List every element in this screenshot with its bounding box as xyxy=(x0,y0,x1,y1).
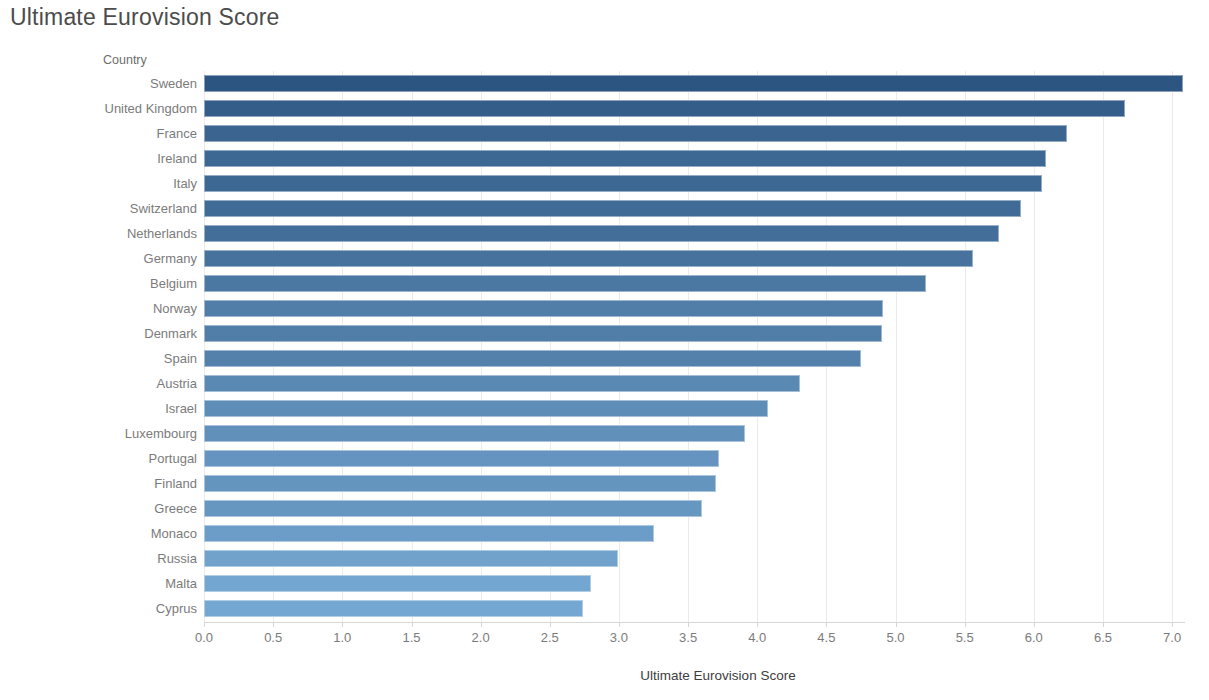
axis-tick-mark xyxy=(1103,623,1104,627)
category-label-portugal[interactable]: Portugal xyxy=(0,446,197,471)
bar-denmark[interactable] xyxy=(204,325,882,342)
bar-ireland[interactable] xyxy=(204,150,1046,167)
bar-austria[interactable] xyxy=(204,375,800,392)
bar-portugal[interactable] xyxy=(204,450,719,467)
bar-netherlands[interactable] xyxy=(204,225,999,242)
axis-tick-mark xyxy=(412,623,413,627)
category-label-israel[interactable]: Israel xyxy=(0,396,197,421)
category-label-france[interactable]: France xyxy=(0,121,197,146)
category-label-cyprus[interactable]: Cyprus xyxy=(0,596,197,621)
chart-title: Ultimate Eurovision Score xyxy=(10,4,280,31)
category-label-luxembourg[interactable]: Luxembourg xyxy=(0,421,197,446)
axis-tick-mark xyxy=(342,623,343,627)
bar-finland[interactable] xyxy=(204,475,716,492)
category-labels: SwedenUnited KingdomFranceIrelandItalySw… xyxy=(0,71,197,622)
category-label-switzerland[interactable]: Switzerland xyxy=(0,196,197,221)
bar-cyprus[interactable] xyxy=(204,600,583,617)
x-tick-label: 1.0 xyxy=(312,630,372,645)
axis-tick-mark xyxy=(826,623,827,627)
bar-germany[interactable] xyxy=(204,250,973,267)
bar-france[interactable] xyxy=(204,125,1067,142)
x-tick-label: 0.0 xyxy=(174,630,234,645)
axis-tick-mark xyxy=(550,623,551,627)
x-tick-label: 6.0 xyxy=(1004,630,1064,645)
category-label-netherlands[interactable]: Netherlands xyxy=(0,221,197,246)
bar-russia[interactable] xyxy=(204,550,618,567)
axis-tick-mark xyxy=(204,623,205,627)
axis-tick-mark xyxy=(619,623,620,627)
category-label-russia[interactable]: Russia xyxy=(0,546,197,571)
axis-tick-mark xyxy=(1172,623,1173,627)
x-tick-label: 3.0 xyxy=(589,630,649,645)
axis-tick-mark xyxy=(896,623,897,627)
gridline xyxy=(1103,71,1104,622)
category-label-norway[interactable]: Norway xyxy=(0,296,197,321)
category-label-austria[interactable]: Austria xyxy=(0,371,197,396)
category-label-denmark[interactable]: Denmark xyxy=(0,321,197,346)
x-tick-label: 3.5 xyxy=(658,630,718,645)
x-tick-label: 4.5 xyxy=(796,630,856,645)
bar-italy[interactable] xyxy=(204,175,1042,192)
category-label-monaco[interactable]: Monaco xyxy=(0,521,197,546)
x-tick-label: 5.5 xyxy=(935,630,995,645)
bar-united-kingdom[interactable] xyxy=(204,100,1125,117)
gridline xyxy=(1172,71,1173,622)
axis-tick-mark xyxy=(481,623,482,627)
category-label-sweden[interactable]: Sweden xyxy=(0,71,197,96)
category-label-germany[interactable]: Germany xyxy=(0,246,197,271)
bar-spain[interactable] xyxy=(204,350,861,367)
x-axis-tick-labels: 0.00.51.01.52.02.53.03.54.04.55.05.56.06… xyxy=(204,630,1209,646)
category-label-malta[interactable]: Malta xyxy=(0,571,197,596)
bar-belgium[interactable] xyxy=(204,275,926,292)
category-label-greece[interactable]: Greece xyxy=(0,496,197,521)
axis-tick-mark xyxy=(688,623,689,627)
category-label-spain[interactable]: Spain xyxy=(0,346,197,371)
x-tick-label: 2.0 xyxy=(451,630,511,645)
bar-switzerland[interactable] xyxy=(204,200,1021,217)
plot-area xyxy=(204,71,1185,623)
eurovision-bar-chart: Ultimate Eurovision Score Country Sweden… xyxy=(0,0,1209,700)
x-axis-title: Ultimate Eurovision Score xyxy=(227,668,1209,683)
x-tick-label: 7.0 xyxy=(1142,630,1202,645)
axis-tick-mark xyxy=(273,623,274,627)
x-tick-label: 0.5 xyxy=(243,630,303,645)
x-tick-label: 6.5 xyxy=(1073,630,1133,645)
axis-tick-mark xyxy=(1034,623,1035,627)
x-tick-label: 2.5 xyxy=(520,630,580,645)
x-tick-label: 5.0 xyxy=(866,630,926,645)
row-header-country: Country xyxy=(103,53,147,67)
axis-tick-mark xyxy=(757,623,758,627)
bar-israel[interactable] xyxy=(204,400,768,417)
category-label-italy[interactable]: Italy xyxy=(0,171,197,196)
category-label-finland[interactable]: Finland xyxy=(0,471,197,496)
x-tick-label: 4.0 xyxy=(727,630,787,645)
x-tick-label: 1.5 xyxy=(382,630,442,645)
bar-malta[interactable] xyxy=(204,575,591,592)
category-label-united-kingdom[interactable]: United Kingdom xyxy=(0,96,197,121)
category-label-ireland[interactable]: Ireland xyxy=(0,146,197,171)
category-label-belgium[interactable]: Belgium xyxy=(0,271,197,296)
bar-monaco[interactable] xyxy=(204,525,654,542)
bar-sweden[interactable] xyxy=(204,75,1183,92)
bar-norway[interactable] xyxy=(204,300,883,317)
bar-luxembourg[interactable] xyxy=(204,425,745,442)
axis-tick-mark xyxy=(965,623,966,627)
bar-greece[interactable] xyxy=(204,500,702,517)
